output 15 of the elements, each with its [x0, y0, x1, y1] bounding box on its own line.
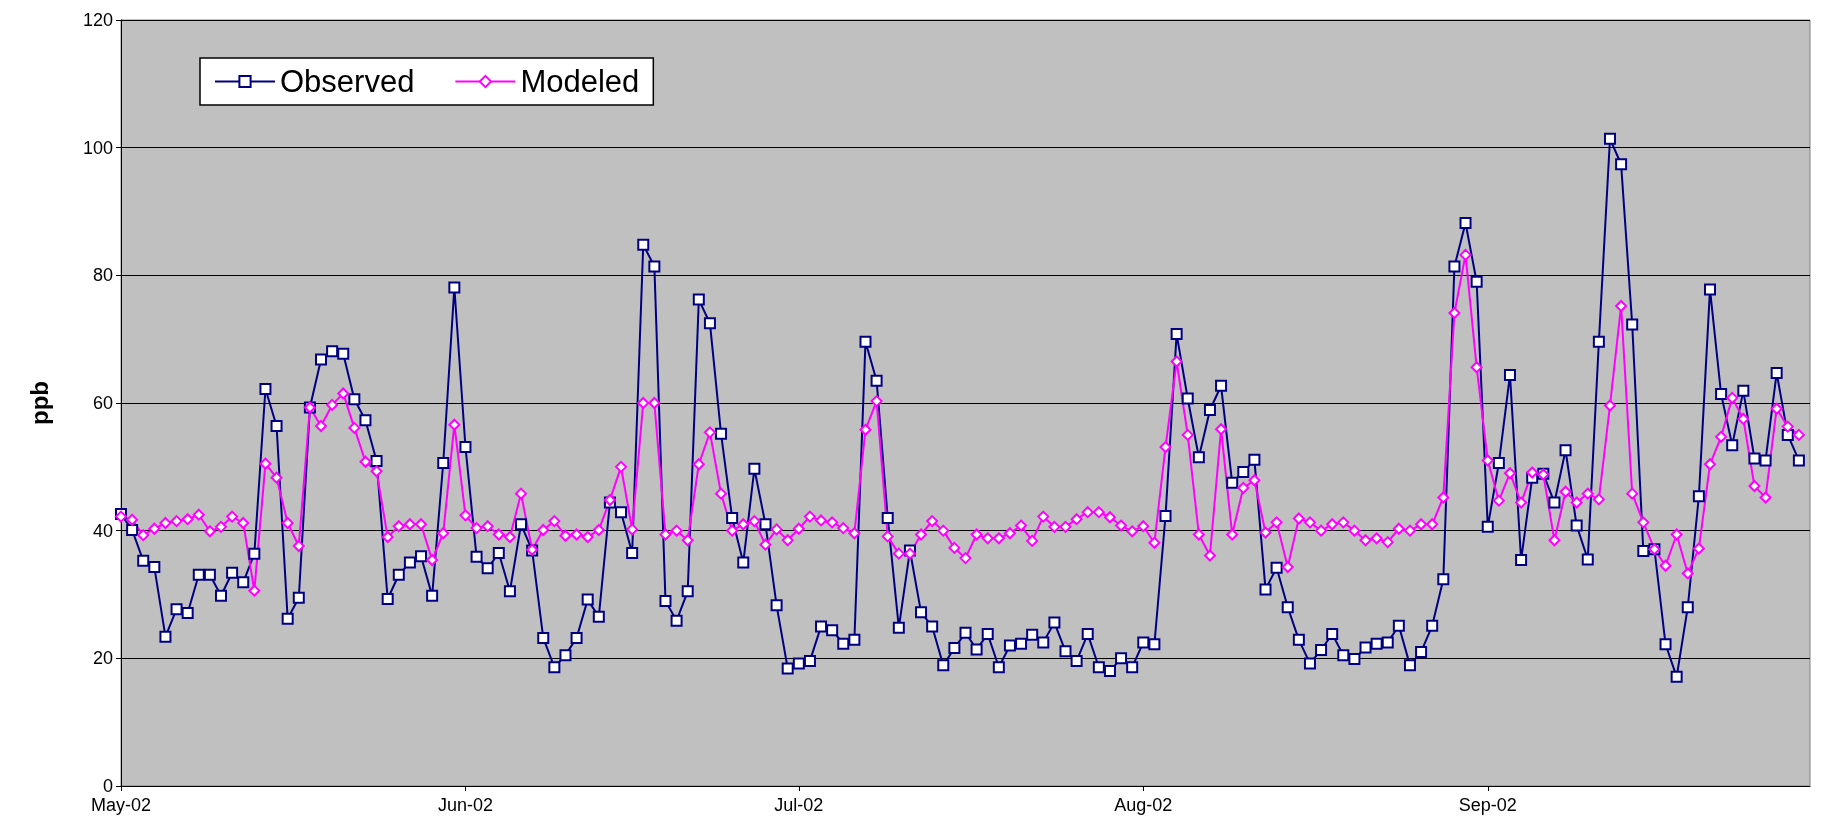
y-tick-label: 0	[102, 776, 113, 796]
y-tick-label: 60	[92, 393, 113, 413]
y-tick-label: 100	[82, 137, 113, 158]
legend-label: Observed	[280, 64, 415, 99]
x-tick-label: Jun-02	[437, 795, 493, 815]
y-tick-label: 120	[82, 10, 113, 30]
x-tick-label: Sep-02	[1458, 795, 1517, 815]
y-tick-label: 40	[92, 520, 113, 541]
y-tick-label: 20	[92, 648, 113, 669]
y-axis-title: ppb	[25, 381, 53, 425]
x-tick-label: May-02	[90, 795, 152, 815]
x-tick-label: Jul-02	[774, 795, 824, 815]
x-tick-label: Aug-02	[1114, 795, 1173, 815]
y-tick-label: 80	[92, 265, 113, 286]
legend-label: Modeled	[520, 64, 640, 99]
